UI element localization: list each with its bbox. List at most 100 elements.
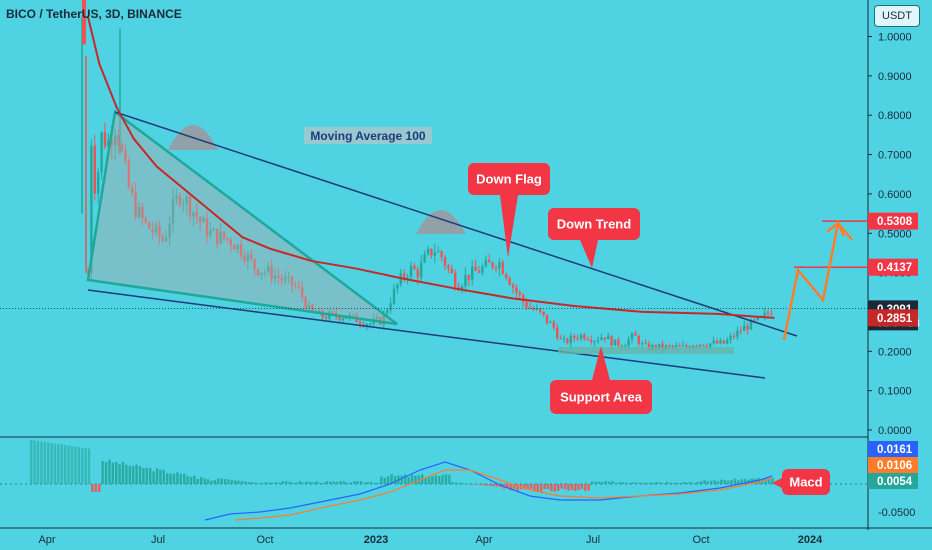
candle-body bbox=[165, 237, 168, 241]
macd-hist-bar bbox=[529, 484, 533, 489]
macd-hist-bar bbox=[366, 482, 369, 484]
candle-body bbox=[294, 285, 297, 287]
candle-body bbox=[416, 269, 419, 278]
candle-body bbox=[583, 334, 586, 340]
candle-body bbox=[627, 339, 630, 346]
macd-hist-bar bbox=[346, 482, 349, 484]
macd-hist-bar bbox=[298, 481, 301, 484]
candle-body bbox=[205, 218, 209, 236]
candle-body bbox=[90, 145, 93, 273]
candle-body bbox=[562, 338, 566, 340]
macd-hist-bar bbox=[223, 479, 227, 484]
candle-body bbox=[324, 317, 328, 319]
candle-body bbox=[226, 238, 229, 240]
macd-hist-bar bbox=[570, 484, 573, 490]
candle-body bbox=[433, 252, 436, 256]
candle-body bbox=[549, 322, 552, 324]
macd-hist-bar bbox=[193, 475, 196, 484]
ma-label-box bbox=[304, 127, 432, 144]
candle-body bbox=[559, 338, 562, 340]
macd-hist-bar bbox=[132, 465, 135, 484]
macd-hist-bar bbox=[149, 468, 152, 484]
macd-hist-bar bbox=[665, 481, 669, 484]
candle-body bbox=[620, 345, 623, 347]
candle-body bbox=[199, 217, 202, 223]
candle-body bbox=[532, 308, 535, 310]
macd-hist-bar bbox=[315, 481, 318, 484]
macd-hist-bar bbox=[567, 484, 570, 491]
macd-hist-bar bbox=[176, 472, 179, 484]
candle-body bbox=[515, 287, 518, 293]
macd-hist-bar bbox=[577, 484, 580, 490]
macd-hist-bar bbox=[679, 482, 682, 484]
candle-body bbox=[114, 135, 117, 146]
y-tick-label: 0.9000 bbox=[878, 71, 912, 83]
macd-hist-bar bbox=[234, 480, 237, 484]
macd-hist-bar bbox=[543, 484, 546, 489]
support-area-callout: Support Area bbox=[550, 346, 652, 414]
candle-body bbox=[511, 284, 515, 288]
macd-hist-bar bbox=[288, 481, 291, 484]
candle-body bbox=[596, 340, 600, 342]
candle-body bbox=[522, 294, 525, 302]
candle-body bbox=[413, 265, 416, 270]
macd-hist-bar bbox=[67, 445, 70, 484]
macd-hist-bar bbox=[101, 460, 104, 484]
candle-body bbox=[600, 337, 603, 341]
candle-body bbox=[753, 319, 756, 321]
candle-body bbox=[440, 251, 443, 258]
candle-body bbox=[375, 317, 379, 319]
macd-hist-bar bbox=[217, 478, 220, 484]
price-tag-box bbox=[868, 212, 918, 230]
candle-body bbox=[763, 312, 766, 316]
macd-hist-bar bbox=[526, 484, 529, 489]
macd-hist-bar bbox=[166, 473, 169, 484]
macd-hist-bar bbox=[383, 477, 386, 484]
projection-arrowhead bbox=[826, 221, 846, 237]
candle-body bbox=[481, 266, 484, 273]
macd-hist-bar bbox=[580, 484, 584, 489]
candle-body bbox=[695, 345, 698, 347]
macd-hist-bar bbox=[390, 474, 393, 484]
macd-hist-bar bbox=[451, 482, 454, 484]
currency-button[interactable]: USDT bbox=[874, 5, 920, 27]
candle-body bbox=[647, 343, 651, 350]
candle-body bbox=[192, 212, 195, 216]
macd-hist-bar bbox=[183, 473, 186, 484]
macd-hist-bar bbox=[247, 481, 250, 484]
macd-hist-bar bbox=[546, 484, 550, 489]
candle-body bbox=[124, 150, 127, 162]
macd-hist-bar bbox=[210, 480, 213, 484]
macd-hist-bar bbox=[87, 448, 91, 484]
candle-body bbox=[702, 344, 705, 346]
candle-body bbox=[352, 314, 355, 316]
macd-hist-bar bbox=[128, 465, 131, 484]
macd-hist-bar bbox=[764, 478, 767, 484]
macd-hist-bar bbox=[638, 482, 641, 484]
macd-value-label: 0.0106 bbox=[877, 460, 912, 472]
macd-hist-bar bbox=[478, 484, 482, 485]
candle-body bbox=[212, 228, 215, 231]
candle-body bbox=[141, 206, 144, 218]
candle-body bbox=[586, 339, 589, 341]
macd-hist-bar bbox=[557, 484, 560, 491]
macd-hist-bar bbox=[682, 481, 686, 484]
macd-hist-bar bbox=[693, 482, 696, 484]
macd-hist-bar bbox=[77, 447, 80, 484]
macd-hist-bar bbox=[57, 444, 60, 484]
macd-hist-bar bbox=[512, 484, 516, 489]
candle-body bbox=[219, 231, 222, 244]
candle-body bbox=[117, 135, 120, 145]
candle-body bbox=[297, 286, 300, 288]
macd-hist-bar bbox=[744, 479, 747, 484]
candle-body bbox=[573, 335, 576, 339]
candle-body bbox=[467, 274, 470, 280]
macd-hist-bar bbox=[172, 473, 176, 484]
macd-hist-bar bbox=[495, 484, 499, 487]
macd-hist-bar bbox=[489, 484, 492, 486]
candle-body bbox=[280, 277, 283, 281]
candle-body bbox=[637, 335, 640, 345]
macd-hist-bar bbox=[740, 479, 743, 484]
candle-body bbox=[144, 217, 147, 223]
